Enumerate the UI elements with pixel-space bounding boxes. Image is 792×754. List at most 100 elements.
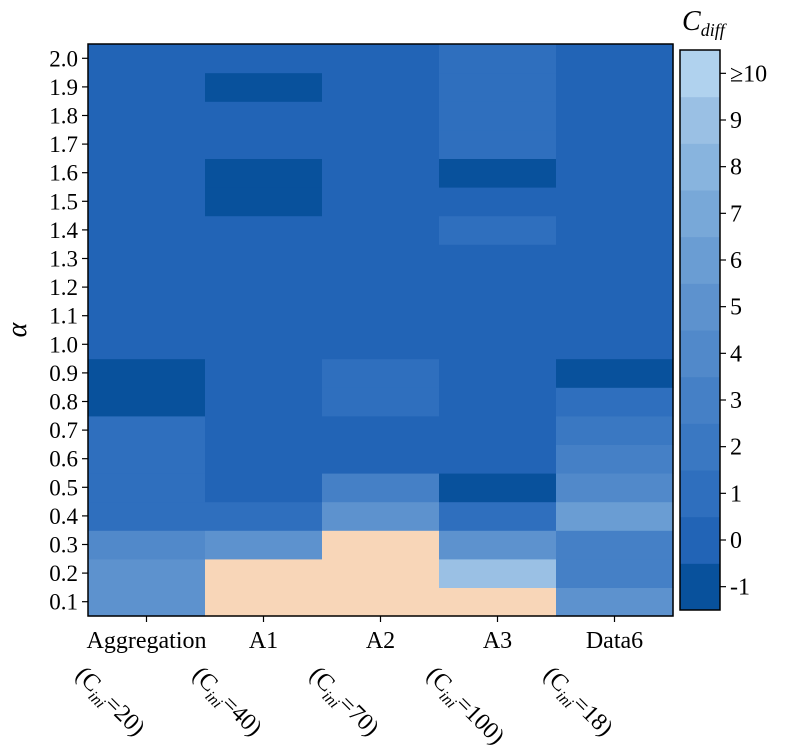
heatmap-cell bbox=[322, 187, 440, 217]
heatmap-cell bbox=[439, 215, 557, 245]
y-tick-label: 2.0 bbox=[49, 46, 78, 71]
colorbar-segment bbox=[680, 50, 720, 98]
heatmap-cell bbox=[88, 587, 206, 617]
heatmap-cell bbox=[556, 330, 674, 360]
heatmap-cell bbox=[88, 387, 206, 417]
x-tick-label: A3 bbox=[483, 628, 512, 654]
y-tick-label: 1.0 bbox=[49, 332, 78, 357]
heatmap-cell bbox=[88, 215, 206, 245]
heatmap-cell bbox=[439, 587, 557, 617]
x-tick-label: A2 bbox=[366, 628, 395, 654]
heatmap-cell bbox=[439, 558, 557, 588]
heatmap-cell bbox=[322, 330, 440, 360]
heatmap-cell bbox=[556, 501, 674, 531]
y-tick-label: 1.3 bbox=[49, 247, 78, 272]
heatmap-cell bbox=[556, 530, 674, 560]
heatmap-cell bbox=[322, 129, 440, 159]
heatmap-cell bbox=[556, 558, 674, 588]
heatmap-cell bbox=[556, 301, 674, 331]
heatmap-cell bbox=[556, 444, 674, 474]
heatmap-cell bbox=[205, 415, 323, 445]
heatmap-cell bbox=[88, 473, 206, 503]
heatmap-cell bbox=[88, 101, 206, 131]
y-tick-label: 0.2 bbox=[49, 561, 78, 586]
heatmap-cell bbox=[439, 272, 557, 302]
heatmap-cell bbox=[205, 44, 323, 74]
heatmap-cell bbox=[322, 101, 440, 131]
colorbar-tick-label: 5 bbox=[730, 295, 742, 321]
heatmap-cell bbox=[88, 444, 206, 474]
heatmap-cell bbox=[88, 158, 206, 188]
heatmap-cell bbox=[556, 215, 674, 245]
colorbar-segment bbox=[680, 236, 720, 284]
heatmap-cell bbox=[205, 129, 323, 159]
x-tick-label: A1 bbox=[249, 628, 278, 654]
colorbar-segment bbox=[680, 143, 720, 191]
heatmap-cell bbox=[88, 272, 206, 302]
x-tick-sublabel: (Cini=18) bbox=[535, 662, 617, 744]
y-tick-label: 0.6 bbox=[49, 447, 78, 472]
colorbar-segment bbox=[680, 563, 720, 611]
heatmap-cell bbox=[556, 129, 674, 159]
colorbar-tick-label: 7 bbox=[730, 201, 742, 227]
colorbar-segment bbox=[680, 376, 720, 424]
heatmap-cell bbox=[88, 301, 206, 331]
heatmap-cell bbox=[88, 501, 206, 531]
heatmap-cell bbox=[439, 473, 557, 503]
heatmap-cell bbox=[439, 158, 557, 188]
heatmap-cell bbox=[439, 301, 557, 331]
heatmap-cell bbox=[205, 358, 323, 388]
heatmap-cell bbox=[205, 530, 323, 560]
heatmap-cell bbox=[322, 501, 440, 531]
heatmap-cell bbox=[439, 501, 557, 531]
y-tick-label: 1.9 bbox=[49, 75, 78, 100]
heatmap-cell bbox=[556, 187, 674, 217]
heatmap-cell bbox=[556, 358, 674, 388]
heatmap-cell bbox=[556, 272, 674, 302]
x-tick-sublabel: (Cini=40) bbox=[184, 662, 266, 744]
heatmap-cell bbox=[322, 387, 440, 417]
y-tick-label: 0.9 bbox=[49, 361, 78, 386]
heatmap-cell bbox=[556, 101, 674, 131]
x-tick-label: Aggregation bbox=[87, 628, 207, 654]
colorbar-segment bbox=[680, 190, 720, 238]
heatmap-cell bbox=[322, 44, 440, 74]
heatmap-cell bbox=[205, 101, 323, 131]
y-tick-label: 1.7 bbox=[49, 132, 78, 157]
heatmap-cell bbox=[439, 129, 557, 159]
heatmap-cell bbox=[556, 244, 674, 274]
colorbar-tick-label: 3 bbox=[730, 388, 742, 414]
heatmap-cell bbox=[88, 415, 206, 445]
heatmap-cell bbox=[205, 215, 323, 245]
y-tick-label: 0.3 bbox=[49, 533, 78, 558]
colorbar-tick-label: 9 bbox=[730, 108, 742, 134]
heatmap-cell bbox=[205, 473, 323, 503]
heatmap-cell bbox=[205, 501, 323, 531]
x-tick-sublabel: (Cini=20) bbox=[67, 662, 149, 744]
heatmap-cell bbox=[205, 587, 323, 617]
colorbar-tick-label: 1 bbox=[730, 481, 742, 507]
colorbar-tick-label: ≥10 bbox=[730, 61, 767, 87]
heatmap-cell bbox=[322, 444, 440, 474]
heatmap-cell bbox=[322, 558, 440, 588]
y-tick-label: 1.6 bbox=[49, 161, 78, 186]
y-tick-label: 1.5 bbox=[49, 189, 78, 214]
heatmap-cell bbox=[205, 272, 323, 302]
heatmap-cell bbox=[439, 244, 557, 274]
heatmap-cell bbox=[322, 301, 440, 331]
heatmap-cell bbox=[88, 187, 206, 217]
colorbar-tick-label: 0 bbox=[730, 528, 742, 554]
heatmap-cell bbox=[322, 473, 440, 503]
y-tick-label: 0.5 bbox=[49, 475, 78, 500]
heatmap-cell bbox=[439, 44, 557, 74]
colorbar-title: Cdiff bbox=[682, 6, 728, 40]
heatmap-cell bbox=[88, 72, 206, 102]
colorbar-segment bbox=[680, 470, 720, 518]
x-tick-sublabel: (Cini=100) bbox=[418, 662, 509, 753]
heatmap-cell bbox=[205, 330, 323, 360]
colorbar-tick-label: 4 bbox=[730, 341, 742, 367]
x-tick-sublabel: (Cini=70) bbox=[301, 662, 383, 744]
y-tick-label: 1.8 bbox=[49, 104, 78, 129]
heatmap-cell bbox=[439, 72, 557, 102]
